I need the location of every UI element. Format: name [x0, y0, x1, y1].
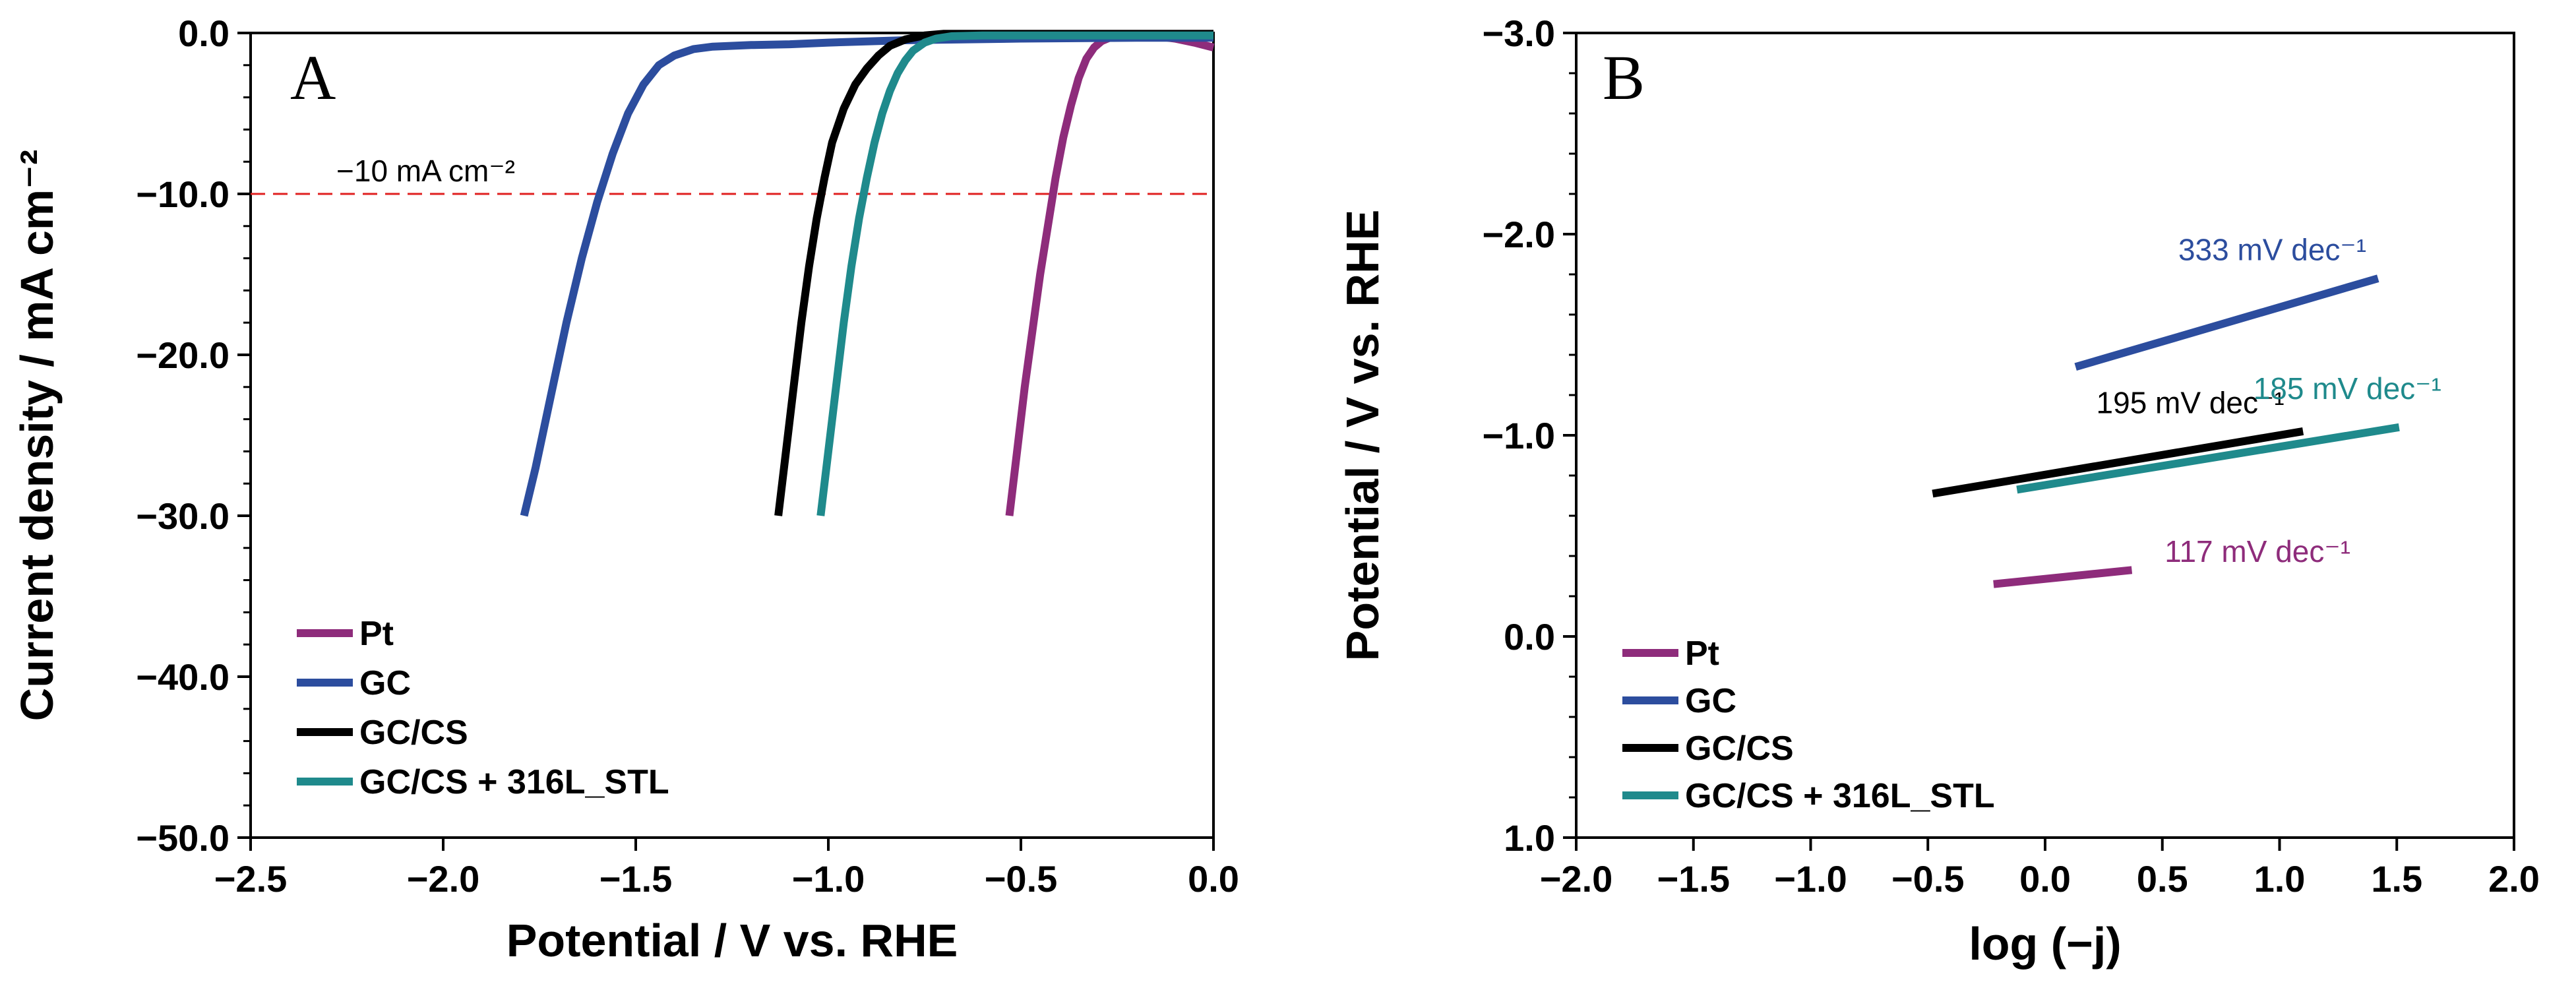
panel-a-y-tick-label: −50.0 [136, 817, 230, 859]
slope-label-gc: 333 mV dec⁻¹ [2178, 233, 2366, 267]
panel-b-x-tick-label: −2.0 [1540, 858, 1613, 900]
panel-b-x-ticks: −2.0 −1.5 −1.0 −0.5 0.0 0.5 1.0 1.5 2.0 [1540, 838, 2540, 900]
slope-label-gc-cs: 195 mV dec⁻¹ [2097, 385, 2285, 419]
panel-b-x-tick-label: −1.0 [1774, 858, 1847, 900]
panel-a-x-tick-label: −2.5 [214, 858, 288, 900]
panel-a-x-tick-label: 0.0 [1188, 858, 1239, 900]
legend-label-pt: Pt [359, 615, 394, 653]
slope-label-gc-cs-316l-stl: 185 mV dec⁻¹ [2254, 371, 2441, 406]
panel-b-series-gc-cs [1932, 427, 2304, 498]
panel-a-x-tick-label: −2.0 [407, 858, 480, 900]
panel-a-series-gc [520, 34, 1213, 517]
legend-label-gc-cs-316l-stl: GC/CS + 316L_STL [1685, 777, 1995, 815]
panel-a: −2.5 −2.0 −1.5 −1.0 −0.5 0.0 0.0 −10.0 −20.0 −30… [11, 13, 1239, 966]
panel-b-series-gc-cs-316l-stl [2016, 423, 2400, 494]
panel-a-x-tick-label: −1.0 [792, 858, 865, 900]
reference-line-label: −10 mA cm⁻² [336, 154, 515, 188]
panel-a-x-ticks: −2.5 −2.0 −1.5 −1.0 −0.5 0.0 [214, 838, 1239, 900]
legend-label-gc: GC [359, 664, 411, 702]
legend-label-gc-cs: GC/CS [359, 714, 468, 752]
panel-b-y-tick-label: −2.0 [1482, 214, 1555, 255]
panel-b-x-tick-label: −1.5 [1657, 858, 1730, 900]
panel-a-y-ticks: 0.0 −10.0 −20.0 −30.0 −40.0 −50.0 [136, 13, 251, 859]
panel-b-x-tick-label: 1.0 [2254, 858, 2306, 900]
panel-letter-b: B [1603, 42, 1645, 113]
panel-b-y-tick-label: 0.0 [1504, 616, 1555, 658]
panel-b-y-tick-label: −1.0 [1482, 415, 1555, 456]
panel-b-x-tick-label: 0.0 [2019, 858, 2071, 900]
panel-a-series [520, 30, 1215, 517]
panel-a-y-tick-label: −30.0 [136, 495, 230, 537]
legend-label-pt: Pt [1685, 634, 1719, 673]
panel-a-y-axis-title: Current density / mA cm⁻² [11, 150, 63, 722]
panel-a-legend: Pt GC GC/CS GC/CS + 316L_STL [297, 615, 669, 801]
panel-a-y-tick-label: −40.0 [136, 656, 230, 698]
panel-a-x-axis-title: Potential / V vs. RHE [506, 915, 958, 966]
panel-b-y-tick-label: −3.0 [1482, 13, 1555, 54]
panel-b-series-gc [2074, 274, 2379, 371]
panel-a-series-gc-cs-316l-stl [816, 31, 1213, 516]
panel-letter-a: A [290, 42, 336, 113]
legend-label-gc: GC [1685, 682, 1736, 720]
panel-b-x-axis-title: log (−j) [1969, 918, 2121, 970]
panel-a-plot-frame [249, 32, 1215, 839]
panel-a-x-tick-label: −0.5 [985, 858, 1058, 900]
legend-label-gc-cs: GC/CS [1685, 729, 1794, 768]
panel-b-y-tick-label: 1.0 [1504, 817, 1555, 859]
panel-a-y-tick-label: −10.0 [136, 173, 230, 215]
panel-b-x-tick-label: 1.5 [2371, 858, 2422, 900]
legend-label-gc-cs-316l-stl: GC/CS + 316L_STL [359, 763, 669, 801]
panel-b-x-tick-label: 2.0 [2488, 858, 2540, 900]
panel-b-series-pt [1993, 566, 2133, 588]
panel-b-x-tick-label: 0.5 [2137, 858, 2188, 900]
panel-b: −2.0 −1.5 −1.0 −0.5 0.0 0.5 1.0 1.5 2.0 −3.0 −2.0… [1337, 13, 2540, 970]
panel-b-series: 117 mV dec⁻¹ 333 mV dec⁻¹ 195 mV dec⁻¹185 … [1932, 233, 2441, 588]
slope-label-pt: 117 mV dec⁻¹ [2164, 534, 2350, 569]
panel-b-x-tick-label: −0.5 [1891, 858, 1965, 900]
panel-a-x-tick-label: −1.5 [599, 858, 673, 900]
panel-a-y-tick-label: −20.0 [136, 334, 230, 376]
panel-b-y-axis-title: Potential / V vs. RHE [1337, 210, 1388, 662]
panel-b-legend: Pt GC GC/CS GC/CS + 316L_STL [1622, 634, 1995, 815]
panel-a-y-tick-label: 0.0 [178, 13, 230, 54]
panel-b-y-ticks: −3.0 −2.0 −1.0 0.0 1.0 [1482, 13, 1576, 859]
